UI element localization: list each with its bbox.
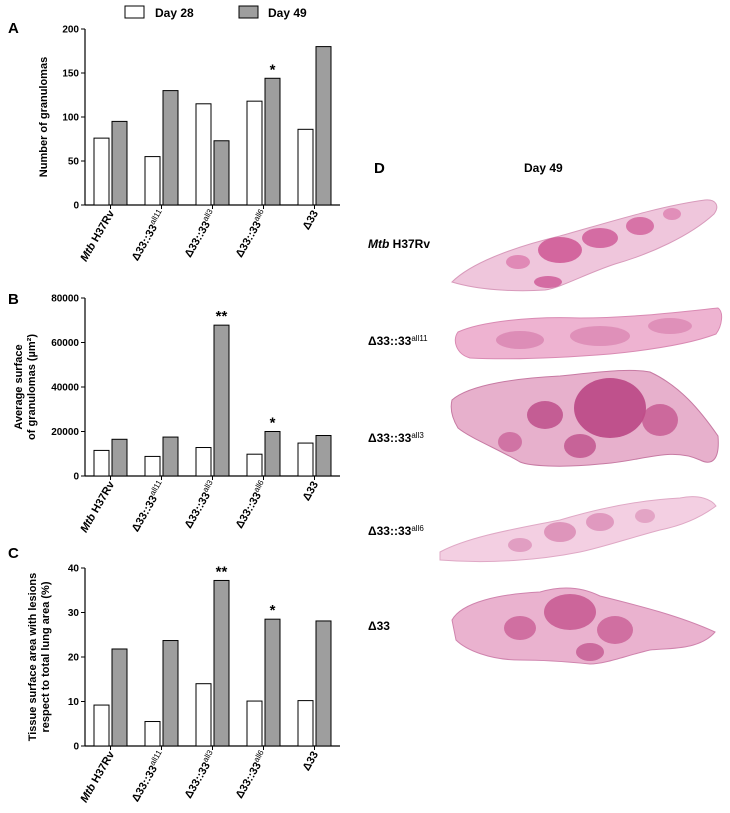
bar-day49 [315,620,332,747]
x-tick-label: Δ33 [301,750,321,773]
y-tick-label: 200 [62,25,79,36]
significance-marker: * [270,61,276,78]
tissue-row-label-1: Mtb H37Rv [368,237,430,251]
bar-day28 [144,721,161,747]
panel-d-title: Day 49 [524,161,563,175]
y-tick-label: 150 [62,69,79,80]
chart-panel-b: 0 20000 40000 60000 80000 Average surface of g… [13,294,340,535]
y-axis-label: of granulomas (µm²) [26,334,38,440]
y-tick-label: 50 [68,157,80,168]
bar-day28 [246,100,263,206]
tissue-row-label-2: Δ33::33all11 [368,334,428,348]
panel-d: D Day 49 Mtb H37Rv Δ33::33all11 Δ33::33a… [368,160,723,665]
y-axis-label: respect to total lung area (%) [40,581,52,732]
bar-day49 [162,90,179,206]
bar-day28 [297,700,314,747]
significance-marker: * [270,602,276,619]
x-tick-label: Δ33::33all6 [232,748,270,801]
x-tick-label: Mtb H37Rv [78,749,117,805]
legend-swatch-day49 [238,5,259,19]
significance-marker: * [270,415,276,432]
tissue-row-label-5: Δ33 [368,619,390,633]
bar-day49 [111,120,128,206]
tissue-image-4 [439,496,717,563]
bar-day49 [162,640,179,747]
y-axis-label: Average surface [13,344,25,429]
panel-letter-a: A [8,20,19,37]
bar-day28 [246,453,263,477]
x-tick-label: Δ33 [301,480,321,503]
y-tick-label: 100 [62,113,79,124]
bar-day49 [111,438,128,477]
x-tick-label: Δ33::33all11 [128,748,168,804]
x-tick-label: Δ33::33all11 [128,207,168,263]
panel-letter-d: D [374,160,385,177]
y-tick-label: 20 [68,653,80,664]
x-tick-label: Δ33::33all6 [232,478,270,531]
bar-day28 [144,455,161,477]
bar-day28 [195,447,212,477]
y-tick-label: 10 [68,697,80,708]
bar-day49 [264,618,281,747]
significance-marker: ** [216,308,228,325]
chart-panel-c: 0 10 20 30 40 Tissue surface area with lesion… [27,563,340,805]
tissue-image-2 [454,307,723,360]
bar-day28 [93,704,110,747]
x-tick-label: Δ33::33all3 [181,207,219,260]
bar-day28 [195,103,212,206]
bar-day28 [144,156,161,206]
legend: Day 28 Day 49 [124,5,307,20]
y-tick-label: 20000 [51,427,79,438]
bar-day49 [315,46,332,206]
significance-marker: ** [216,563,228,580]
bar-day28 [297,442,314,477]
y-axis-label: Tissue surface area with lesions [27,573,39,742]
bar-day28 [246,700,263,747]
y-tick-label: 60000 [51,338,79,349]
bar-day49 [213,140,230,206]
bar-day28 [297,128,314,206]
y-tick-label: 80000 [51,294,79,305]
tissue-row-label-4: Δ33::33all6 [368,524,424,538]
bar-day49 [264,431,281,477]
x-tick-label: Δ33 [301,209,321,232]
bar-day28 [195,683,212,747]
y-tick-label: 30 [68,608,80,619]
y-tick-label: 40000 [51,383,79,394]
x-tick-label: Mtb H37Rv [78,208,117,264]
bar-day28 [93,449,110,477]
tissue-image-3 [450,369,719,467]
panel-letter-c: C [8,545,19,562]
bar-day49 [315,435,332,477]
legend-label-day28: Day 28 [155,6,194,20]
y-axis-label: Number of granulomas [38,57,50,177]
y-tick-label: 0 [73,472,79,483]
y-tick-label: 0 [73,201,79,212]
bar-day28 [93,137,110,206]
bar-day49 [111,648,128,747]
legend-label-day49: Day 49 [268,6,307,20]
legend-swatch-day28 [124,5,145,19]
x-tick-label: Δ33::33all11 [128,478,168,534]
x-tick-label: Δ33::33all3 [181,748,219,801]
panel-letter-b: B [8,291,19,308]
bar-day49 [162,436,179,477]
x-tick-label: Δ33::33all3 [181,478,219,531]
y-tick-label: 40 [68,564,80,575]
bar-day49 [213,324,230,477]
x-tick-label: Δ33::33all6 [232,207,270,260]
x-tick-label: Mtb H37Rv [78,479,117,535]
bar-day49 [213,579,230,747]
tissue-image-5 [451,587,716,665]
chart-panel-a: 0 50 100 150 200 Number of granulomas Mtb H37R… [38,25,340,264]
bar-day49 [264,77,281,206]
tissue-image-1 [451,199,718,292]
tissue-row-label-3: Δ33::33all3 [368,431,424,445]
y-tick-label: 0 [73,742,79,753]
